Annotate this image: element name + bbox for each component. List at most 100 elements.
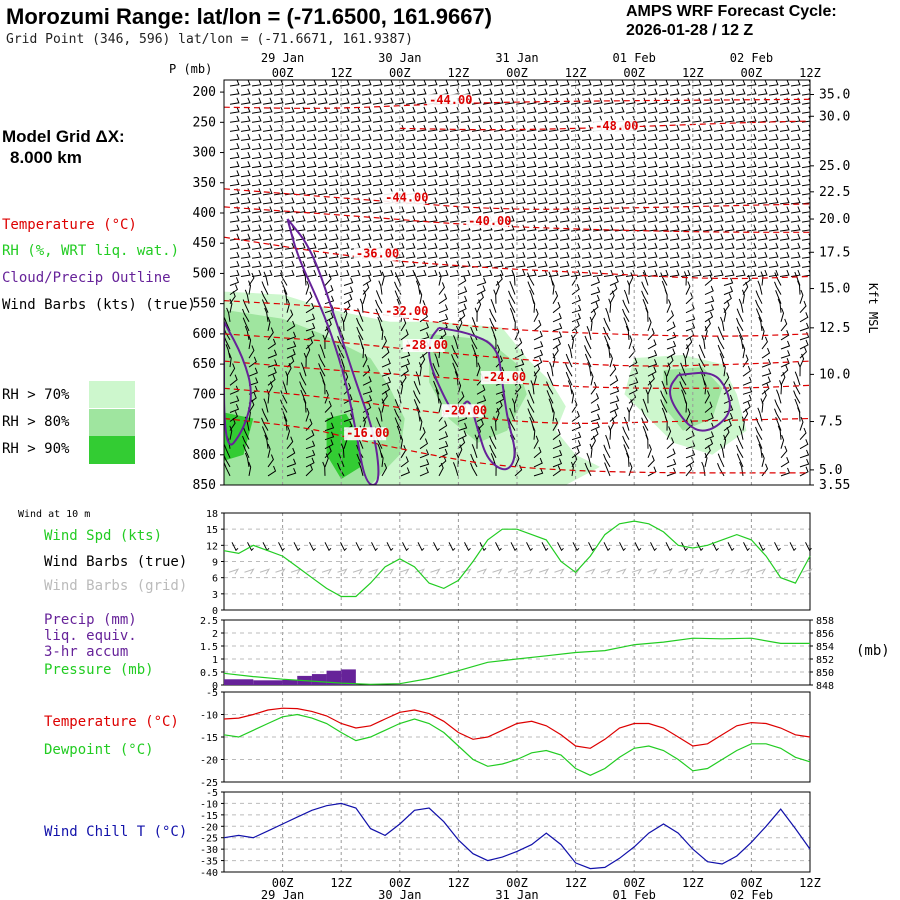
upper-wind-barb-415 (713, 143, 724, 150)
temperature-panel-ytick-label--15: -15 (200, 733, 218, 744)
upper-wind-barb-546 (405, 170, 416, 178)
upper-wind-barb-138 (581, 97, 592, 105)
upper-wind-barb-665 (548, 188, 559, 196)
upper-wind-barb-736 (746, 197, 757, 205)
wind-chill-panel-ytick-label--10: -10 (200, 799, 218, 810)
upper-wind-barb-1236 (375, 290, 383, 304)
upper-wind-barb-720 (570, 197, 581, 205)
upper-wind-barb-522 (724, 161, 735, 169)
upper-wind-barb-746 (273, 206, 284, 214)
upper-wind-barb-1103 (702, 260, 713, 268)
upper-wind-barb-137 (570, 97, 581, 105)
grid-point-subtitle: Grid Point (346, 596) lat/lon = (-71.667… (6, 32, 413, 47)
upper-wind-barb-1092 (581, 260, 592, 268)
upper-wind-barb-935 (603, 233, 614, 241)
upper-wind-barb-866 (427, 224, 438, 232)
upper-wind-barb-1781 (719, 443, 725, 458)
upper-wind-barb-1734 (419, 438, 429, 450)
upper-wind-barb-1002 (757, 242, 768, 250)
upper-wind-barb-1534 (742, 376, 753, 386)
surface-barb-true-5 (309, 542, 316, 552)
upper-wind-barb-1120 (306, 269, 317, 277)
upper-wind-barb-840 (724, 215, 735, 223)
surface-barb-true-33 (743, 542, 750, 552)
upper-wind-barb-975 (460, 242, 471, 250)
upper-wind-barb-1024 (416, 251, 427, 259)
upper-wind-barb-923 (471, 233, 482, 241)
pressure-ytick-label-848: 848 (816, 681, 834, 692)
upper-wind-barb-1834 (552, 465, 561, 477)
upper-wind-barb-487 (339, 161, 350, 169)
upper-wind-barb-1575 (343, 394, 353, 404)
upper-wind-barb-879 (570, 224, 581, 232)
upper-wind-barb-1395 (453, 335, 459, 350)
upper-wind-barb-139 (592, 97, 603, 105)
upper-wind-barb-472 (757, 152, 768, 160)
surface-barb-grid-35 (771, 568, 782, 575)
upper-wind-barb-265 (229, 124, 240, 132)
upper-wind-barb-372 (240, 143, 251, 150)
upper-wind-barb-488 (350, 161, 361, 169)
upper-wind-barb-921 (449, 233, 460, 241)
upper-wind-barb-1794 (380, 452, 384, 467)
upper-wind-barb-1247 (590, 294, 600, 305)
upper-wind-barb-1389 (337, 336, 345, 350)
upper-wind-barb-1004 (779, 242, 790, 250)
upper-wind-barb-148 (691, 97, 702, 105)
upper-wind-barb-1837 (604, 462, 611, 477)
upper-wind-barb-398 (526, 143, 537, 150)
upper-wind-barb-1782 (736, 444, 744, 459)
upper-wind-barb-1079 (438, 260, 449, 268)
upper-wind-barb-824 (548, 215, 559, 223)
upper-wind-barb-233 (460, 115, 471, 123)
upper-wind-barb-394 (482, 143, 493, 150)
upper-wind-barb-180 (460, 106, 471, 114)
upper-wind-barb-1242 (493, 289, 497, 304)
upper-wind-barb-1376 (685, 330, 695, 341)
isotherm-label-7: -24.00 (483, 370, 526, 384)
upper-wind-barb-275 (339, 124, 350, 132)
upper-wind-barb-1592 (660, 390, 668, 404)
upper-wind-barb-450 (515, 152, 526, 160)
upper-wind-barb-349 (570, 133, 581, 141)
upper-wind-barb-1629 (774, 399, 782, 413)
upper-wind-barb-638 (251, 188, 262, 196)
upper-wind-barb-937 (625, 233, 636, 241)
upper-wind-barb-1751 (736, 435, 744, 449)
upper-wind-barb-989 (614, 242, 625, 250)
upper-wind-barb-734 (724, 197, 735, 205)
surface-barb-true-11 (402, 542, 409, 552)
upper-wind-barb-1053 (735, 251, 746, 259)
isotherm-2 (224, 188, 810, 210)
upper-wind-barb-249 (636, 115, 647, 123)
upper-wind-barb-385 (383, 143, 394, 150)
upper-wind-barb-1039 (581, 251, 592, 259)
upper-wind-barb-1825 (381, 462, 388, 477)
upper-wind-barb-1621 (628, 399, 634, 413)
upper-wind-barb-849 (240, 224, 251, 232)
surface-barb-true-35 (774, 542, 781, 552)
upper-wind-barb-586 (262, 179, 273, 187)
upper-wind-barb-1595 (723, 394, 733, 404)
pressure-ytick-label-856: 856 (816, 629, 834, 640)
upper-wind-barb-1098 (647, 260, 658, 268)
upper-wind-barb-1789 (286, 458, 297, 468)
upper-wind-barb-222 (339, 115, 350, 123)
upper-wind-barb-392 (460, 143, 471, 150)
upper-wind-barb-1523 (533, 371, 537, 386)
surface-barb-grid-23 (585, 568, 596, 575)
upper-wind-barb-396 (504, 143, 515, 150)
upper-wind-barb-1671 (394, 417, 402, 431)
upper-wind-barb-106 (229, 97, 240, 105)
upper-wind-barb-823 (537, 215, 548, 223)
upper-wind-barb-852 (273, 224, 284, 232)
upper-wind-barb-949 (757, 233, 768, 241)
upper-wind-barb-1178 (457, 275, 467, 286)
upper-wind-barb-182 (482, 106, 493, 114)
upper-wind-barb-18 (427, 80, 438, 87)
upper-wind-barb-217 (284, 115, 295, 123)
upper-wind-barb-1626 (723, 404, 734, 413)
upper-wind-barb-115 (328, 97, 339, 105)
upper-wind-barb-1351 (799, 322, 810, 332)
upper-wind-barb-70 (416, 88, 427, 96)
